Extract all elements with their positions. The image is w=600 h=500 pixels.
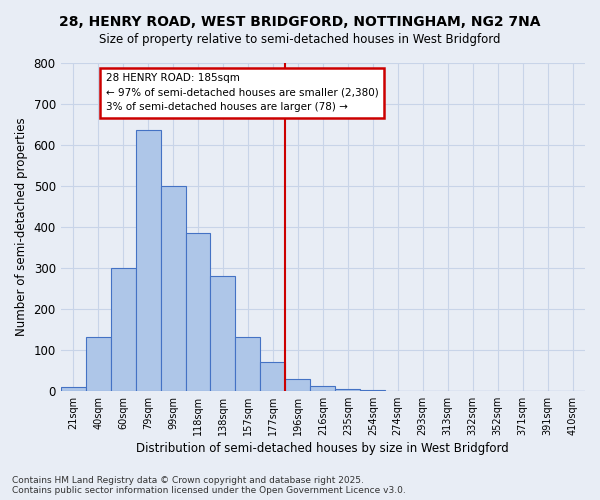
Bar <box>360 390 385 391</box>
Bar <box>86 338 110 391</box>
Bar <box>235 338 260 391</box>
Bar <box>260 362 286 391</box>
Bar <box>161 186 185 391</box>
Bar <box>310 386 335 391</box>
Bar <box>185 233 211 391</box>
Y-axis label: Number of semi-detached properties: Number of semi-detached properties <box>15 118 28 336</box>
X-axis label: Distribution of semi-detached houses by size in West Bridgford: Distribution of semi-detached houses by … <box>136 442 509 455</box>
Bar <box>335 389 360 391</box>
Bar <box>211 276 235 391</box>
Text: Size of property relative to semi-detached houses in West Bridgford: Size of property relative to semi-detach… <box>99 32 501 46</box>
Bar <box>136 130 161 391</box>
Bar <box>110 268 136 391</box>
Bar <box>61 386 86 391</box>
Bar <box>286 380 310 391</box>
Text: 28, HENRY ROAD, WEST BRIDGFORD, NOTTINGHAM, NG2 7NA: 28, HENRY ROAD, WEST BRIDGFORD, NOTTINGH… <box>59 15 541 29</box>
Text: 28 HENRY ROAD: 185sqm
← 97% of semi-detached houses are smaller (2,380)
3% of se: 28 HENRY ROAD: 185sqm ← 97% of semi-deta… <box>106 73 379 112</box>
Text: Contains HM Land Registry data © Crown copyright and database right 2025.
Contai: Contains HM Land Registry data © Crown c… <box>12 476 406 495</box>
